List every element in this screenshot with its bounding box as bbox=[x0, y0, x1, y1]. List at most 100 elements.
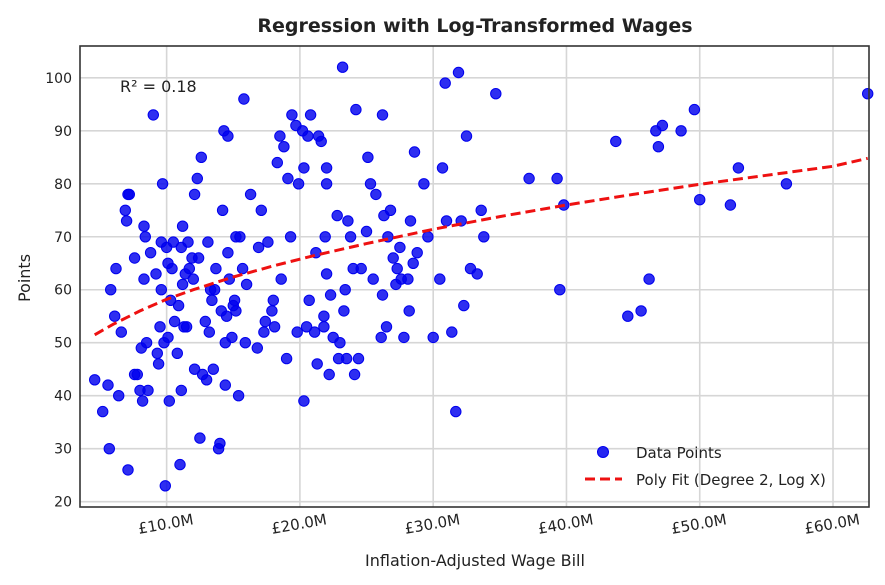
data-point bbox=[404, 215, 417, 227]
data-point bbox=[194, 432, 206, 444]
data-point bbox=[376, 109, 389, 121]
data-point bbox=[230, 305, 242, 317]
data-point bbox=[320, 268, 333, 280]
data-point bbox=[239, 337, 252, 349]
data-point bbox=[652, 141, 665, 153]
data-point bbox=[216, 204, 229, 217]
data-point bbox=[367, 273, 379, 285]
data-point bbox=[274, 130, 286, 142]
data-point bbox=[166, 262, 178, 275]
data-point bbox=[478, 231, 490, 243]
data-point bbox=[234, 231, 246, 243]
data-point bbox=[278, 141, 290, 153]
data-point bbox=[303, 294, 315, 306]
data-point bbox=[350, 103, 362, 116]
data-point bbox=[551, 172, 563, 185]
data-point bbox=[176, 220, 189, 232]
data-point bbox=[355, 262, 367, 275]
data-point bbox=[275, 273, 287, 285]
data-point bbox=[97, 405, 109, 418]
data-point bbox=[138, 273, 150, 285]
data-point bbox=[339, 284, 351, 296]
data-point bbox=[172, 299, 185, 312]
data-point bbox=[411, 247, 423, 259]
data-point bbox=[180, 321, 193, 333]
data-point bbox=[119, 204, 132, 217]
data-point bbox=[228, 294, 241, 306]
data-point bbox=[436, 162, 449, 174]
data-point bbox=[282, 172, 294, 185]
data-point bbox=[320, 162, 333, 174]
data-point bbox=[174, 458, 186, 471]
data-point bbox=[427, 331, 439, 344]
data-point bbox=[656, 119, 669, 132]
data-point bbox=[554, 284, 566, 296]
data-point bbox=[109, 310, 121, 322]
data-point bbox=[675, 125, 687, 137]
data-point bbox=[643, 273, 655, 285]
data-point bbox=[176, 278, 189, 291]
data-point bbox=[236, 262, 249, 275]
data-point bbox=[214, 437, 226, 450]
data-point bbox=[434, 273, 446, 285]
plot-area bbox=[79, 45, 874, 508]
data-point bbox=[370, 188, 382, 201]
data-point bbox=[376, 289, 389, 301]
data-point bbox=[460, 130, 473, 142]
data-point bbox=[523, 172, 535, 185]
data-point bbox=[103, 443, 116, 455]
r-squared-annotation: R² = 0.18 bbox=[120, 77, 197, 96]
data-point bbox=[192, 252, 205, 264]
data-point bbox=[475, 204, 487, 217]
data-point bbox=[120, 215, 133, 227]
data-point bbox=[688, 103, 701, 116]
data-point bbox=[298, 395, 310, 407]
data-point bbox=[238, 93, 250, 105]
data-point bbox=[268, 321, 281, 333]
data-point bbox=[384, 204, 397, 217]
data-point bbox=[115, 326, 128, 338]
data-point bbox=[188, 188, 201, 201]
data-point bbox=[622, 310, 634, 322]
data-point bbox=[159, 480, 172, 492]
data-point bbox=[360, 225, 373, 238]
y-axis-label: Points bbox=[15, 254, 34, 302]
data-point bbox=[219, 379, 232, 391]
data-point bbox=[183, 262, 196, 275]
y-tick-label: 40 bbox=[54, 389, 72, 405]
data-point bbox=[403, 305, 415, 317]
data-point bbox=[200, 374, 213, 386]
data-point bbox=[610, 135, 622, 148]
data-point bbox=[222, 247, 234, 259]
data-point bbox=[188, 363, 201, 375]
data-point bbox=[191, 172, 204, 185]
data-point bbox=[286, 109, 298, 121]
data-point bbox=[362, 151, 374, 164]
legend-marker-data-points bbox=[597, 446, 609, 458]
data-point bbox=[240, 278, 253, 291]
data-point bbox=[203, 326, 216, 338]
data-point bbox=[151, 347, 164, 359]
y-tick-label: 20 bbox=[54, 495, 72, 511]
data-point bbox=[324, 289, 337, 301]
data-point bbox=[490, 88, 502, 100]
data-point bbox=[208, 284, 221, 296]
data-point bbox=[291, 326, 303, 338]
data-point bbox=[344, 231, 357, 243]
data-point bbox=[105, 284, 117, 296]
data-point bbox=[255, 204, 267, 217]
data-point bbox=[348, 368, 361, 381]
data-point bbox=[171, 347, 184, 359]
data-point bbox=[152, 358, 165, 370]
data-point bbox=[300, 321, 313, 333]
data-point bbox=[163, 395, 176, 407]
data-point bbox=[318, 310, 330, 322]
data-point bbox=[267, 294, 279, 306]
data-point bbox=[364, 178, 377, 190]
data-point bbox=[232, 390, 245, 402]
data-point bbox=[862, 88, 874, 100]
fit-line-layer bbox=[93, 156, 869, 337]
data-point bbox=[458, 299, 470, 312]
data-point bbox=[336, 61, 349, 73]
